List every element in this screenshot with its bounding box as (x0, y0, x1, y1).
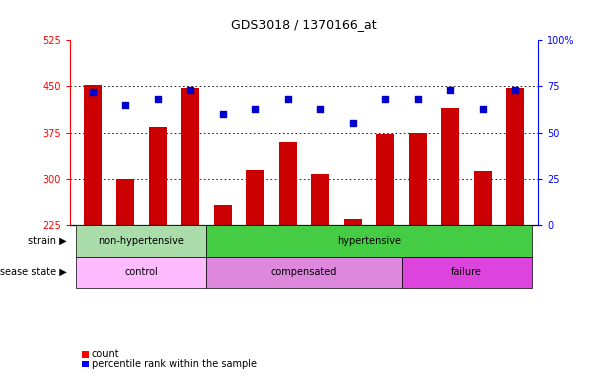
Bar (441, 108, 459, 225)
Point (511, 87, 520, 93)
Bar (246, 170, 264, 225)
Point (185, 87, 195, 93)
Point (413, 96, 423, 103)
Text: GDS3018 / 1370166_at: GDS3018 / 1370166_at (231, 18, 377, 31)
Point (283, 96, 292, 103)
Bar (181, 88, 199, 225)
Text: control: control (125, 267, 158, 277)
Text: non-hypertensive: non-hypertensive (98, 236, 184, 246)
Point (88, 89, 97, 95)
Point (218, 111, 227, 117)
Text: count: count (92, 349, 119, 359)
Point (316, 106, 325, 112)
Bar (214, 205, 232, 225)
Point (250, 106, 260, 112)
Text: compensated: compensated (271, 267, 337, 277)
Point (348, 120, 358, 126)
Bar (376, 134, 394, 225)
Text: disease state ▶: disease state ▶ (0, 267, 67, 277)
Point (120, 102, 130, 108)
Point (446, 87, 455, 93)
Text: percentile rank within the sample: percentile rank within the sample (92, 359, 257, 369)
Text: hypertensive: hypertensive (337, 236, 401, 246)
Point (381, 96, 390, 103)
Bar (279, 142, 297, 225)
Bar (311, 174, 329, 225)
Point (153, 96, 162, 103)
Text: strain ▶: strain ▶ (28, 236, 67, 246)
Bar (474, 172, 492, 225)
Text: failure: failure (451, 267, 482, 277)
Bar (409, 132, 427, 225)
Bar (506, 88, 524, 225)
Bar (149, 126, 167, 225)
Bar (344, 219, 362, 225)
Bar (84, 84, 102, 225)
Bar (116, 179, 134, 225)
Point (478, 106, 488, 112)
